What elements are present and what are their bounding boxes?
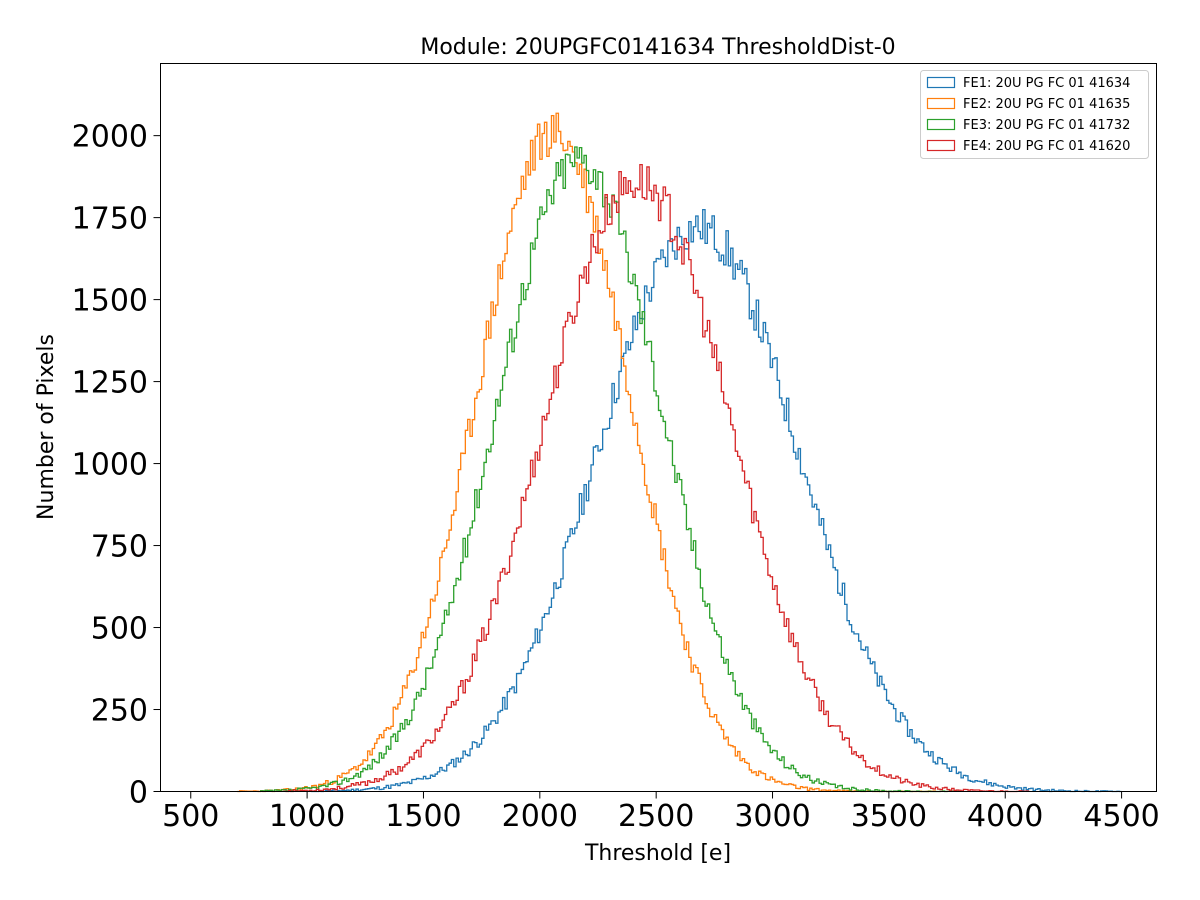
- y-tick-label: 1000: [72, 448, 148, 483]
- x-tick-label: 500: [162, 799, 219, 834]
- x-tick-label: 2000: [502, 799, 578, 834]
- y-tick-label: 1750: [72, 202, 148, 237]
- y-axis: 0 250 500 750 1000 1250 1500 1750 2000: [72, 120, 161, 811]
- legend-label-1: FE1: 20U PG FC 01 41634: [963, 76, 1130, 91]
- legend-swatch-1: [926, 76, 956, 89]
- legend: FE1: 20U PG FC 01 41634 FE2: 20U PG FC 01…: [920, 70, 1149, 159]
- series-2-histogram: [237, 112, 937, 793]
- x-tick-label: 1500: [385, 799, 461, 834]
- plot-frame: [160, 63, 1157, 792]
- series-3-histogram: [259, 146, 960, 793]
- x-tick-label: 4500: [1083, 799, 1159, 834]
- series-layer: [237, 112, 1122, 793]
- legend-swatch-4: [926, 139, 956, 152]
- legend-label-3: FE3: 20U PG FC 01 41732: [963, 118, 1130, 133]
- x-tick-label: 3000: [734, 799, 810, 834]
- legend-swatch-2: [926, 97, 956, 110]
- y-tick-label: 500: [91, 612, 148, 647]
- legend-label-4: FE4: 20U PG FC 01 41620: [963, 139, 1130, 154]
- y-tick-label: 250: [91, 694, 148, 729]
- series-1-histogram: [306, 208, 1122, 793]
- x-tick-label: 4000: [967, 799, 1043, 834]
- y-axis-label: Number of Pixels: [34, 334, 59, 520]
- y-tick-label: 2000: [72, 120, 148, 155]
- y-tick-label: 0: [129, 776, 148, 811]
- series-4-histogram: [283, 163, 1030, 793]
- x-tick-label: 1000: [269, 799, 345, 834]
- y-tick-label: 750: [91, 530, 148, 565]
- legend-label-2: FE2: 20U PG FC 01 41635: [963, 97, 1130, 112]
- x-tick-label: 2500: [618, 799, 694, 834]
- x-axis: 500 1000 1500 2000 2500 3000 3500 4000 4500: [162, 791, 1160, 834]
- x-axis-label: Threshold [e]: [584, 841, 731, 866]
- y-tick-label: 1500: [72, 284, 148, 319]
- x-tick-label: 3500: [851, 799, 927, 834]
- legend-swatch-3: [926, 118, 956, 131]
- chart-title: Module: 20UPGFC0141634 ThresholdDist-0: [420, 35, 895, 60]
- legend-frame: [920, 70, 1149, 159]
- y-tick-label: 1250: [72, 366, 148, 401]
